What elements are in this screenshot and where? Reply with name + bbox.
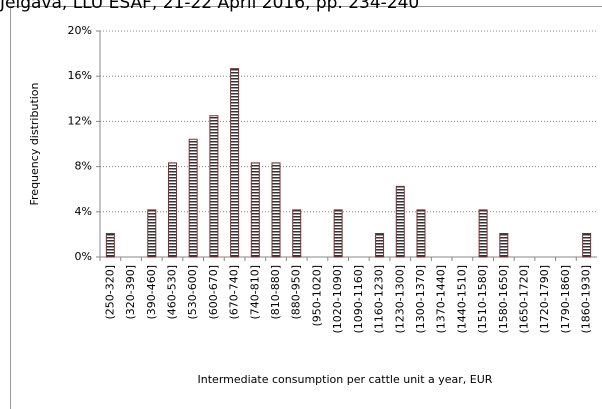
x-tick-label: (1510-1580] [476,265,489,334]
bar [499,232,509,258]
x-tick-label: (1440-1510] [455,265,468,334]
x-tick-label: (1370-1440] [435,265,448,334]
bar [478,209,488,258]
bar [416,209,426,258]
x-tick-label: (530-600] [186,265,199,320]
y-axis-label: Frequency distribution [28,82,41,205]
x-tick-label: (1580-1650] [497,265,510,334]
y-tick-label: 16% [68,69,92,82]
bar [147,209,157,258]
x-axis-label: Intermediate consumption per cattle unit… [198,373,493,386]
bar [375,232,385,258]
x-tick-label: (1160-1230] [373,265,386,334]
x-tick-label: (880-950] [290,265,303,320]
x-tick-label: (1300-1370] [414,265,427,334]
chart-frame [10,6,602,409]
bar [250,162,260,258]
bar [271,162,281,258]
x-tick-label: (1020-1090] [331,265,344,334]
bar [230,68,240,258]
bar [105,232,115,258]
x-tick-label: (1720-1790] [538,265,551,334]
bar [188,138,198,258]
x-tick-label: (250-320] [103,265,116,320]
x-tick-label: (600-670] [207,265,220,320]
y-tick-label: 4% [75,205,92,218]
page-header: Jelgava, LLU ESAF, 21-22 April 2016, pp.… [0,0,419,13]
bar [333,209,343,258]
x-tick-label: (1090-1160] [352,265,365,334]
x-tick-label: (740-810] [248,265,261,320]
bar [395,185,405,258]
x-tick-label: (1230-1300] [393,265,406,334]
x-tick-label: (1790-1860] [559,265,572,334]
bar [582,232,592,258]
y-tick-label: 8% [75,160,92,173]
y-tick-label: 20% [68,24,92,37]
bar [209,115,219,258]
x-tick-label: (1860-1930] [580,265,593,334]
x-tick-label: (390-460] [145,265,158,320]
bar [167,162,177,258]
x-tick-label: (1650-1720] [518,265,531,334]
x-tick-label: (950-1020] [310,265,323,327]
x-tick-label: (320-390] [124,265,137,320]
y-tick-label: 0% [75,250,92,263]
x-tick-label: (670-740] [228,265,241,320]
y-tick-label: 12% [68,114,92,127]
x-tick-label: (810-880] [269,265,282,320]
bar [292,209,302,258]
x-tick-label: (460-530] [165,265,178,320]
